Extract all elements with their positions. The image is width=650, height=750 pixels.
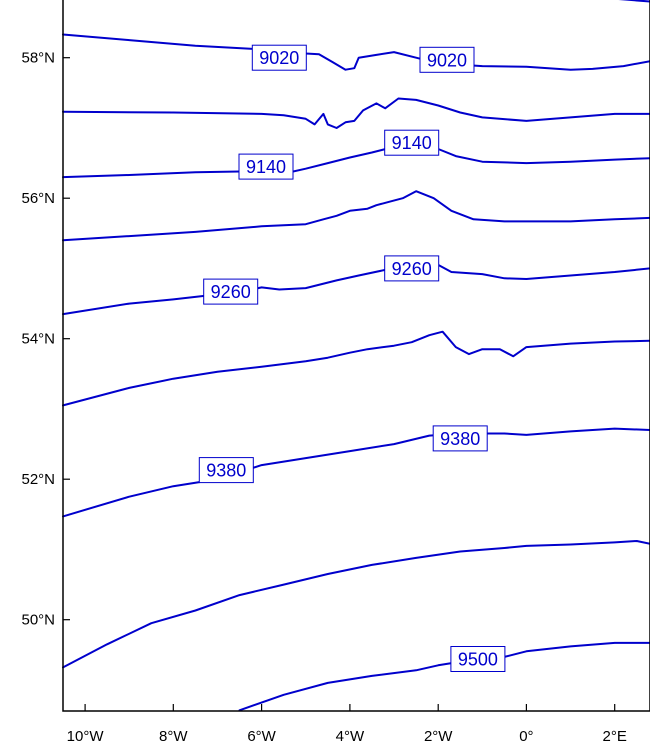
contour-label: 9260 — [384, 255, 440, 282]
contour-label: 9020 — [419, 46, 475, 73]
x-tick-label: 8°W — [159, 728, 188, 745]
x-tick-label: 2°E — [603, 728, 627, 745]
contour-label: 9260 — [203, 278, 259, 305]
plot-frame — [62, 0, 650, 712]
x-tick-label: 4°W — [336, 728, 365, 745]
contour-label: 9500 — [450, 646, 506, 672]
y-axis-ticks: 50°N 52°N 54°N 56°N 58°N — [21, 50, 70, 629]
contour-label-box — [251, 44, 307, 71]
contour-line-9140 — [62, 142, 650, 179]
contour-label-text: 9380 — [206, 461, 246, 481]
contour-label: 9380 — [198, 457, 254, 484]
contour-label: 9140 — [238, 153, 294, 180]
contour-line-9500 — [238, 641, 650, 712]
y-tick-label: 52°N — [21, 471, 55, 488]
contour-line-8960 — [618, 0, 650, 3]
contour-label-box — [203, 278, 259, 305]
contour-line-9440 — [62, 540, 650, 669]
contour-line-9080 — [62, 97, 650, 129]
y-tick-label: 50°N — [21, 612, 55, 629]
contour-label-box — [384, 129, 440, 156]
contour-label: 9020 — [251, 44, 307, 71]
contour-line-9020 — [62, 33, 650, 71]
contour-lines-group — [62, 0, 650, 712]
contour-label-text: 9500 — [458, 650, 498, 670]
contour-label-text: 9380 — [440, 429, 480, 449]
contour-line-9260 — [62, 261, 650, 316]
contour-label-box — [198, 457, 254, 484]
y-tick-label: 56°N — [21, 190, 55, 207]
contour-label-text: 9020 — [259, 48, 299, 68]
contour-label-box — [450, 646, 506, 672]
x-tick-label: 0° — [519, 728, 533, 745]
y-tick-label: 58°N — [21, 50, 55, 67]
contour-label: 9380 — [432, 425, 488, 452]
y-tick-label: 54°N — [21, 331, 55, 348]
x-tick-label: 10°W — [67, 728, 105, 745]
contour-label-text: 9140 — [246, 157, 286, 177]
contour-label-box — [432, 425, 488, 452]
contour-line-9380 — [62, 427, 650, 518]
contour-line-9320 — [62, 330, 650, 407]
contour-labels-group: 9020 9020 9140 9140 9260 9260 9380 9380 9500 — [198, 44, 506, 672]
contour-label-text: 9020 — [427, 50, 467, 70]
x-tick-label: 6°W — [247, 728, 276, 745]
contour-label-text: 9140 — [392, 133, 432, 153]
contour-label-box — [384, 255, 440, 282]
x-tick-label: 2°W — [424, 728, 453, 745]
contour-label-box — [419, 46, 475, 73]
contour-line-9200 — [62, 190, 650, 242]
x-axis-ticks: 10°W 8°W 6°W 4°W 2°W 0° 2°E — [67, 704, 627, 745]
contour-label-text: 9260 — [211, 282, 251, 302]
contour-label: 9140 — [384, 129, 440, 156]
contour-label-box — [238, 153, 294, 180]
contour-label-text: 9260 — [392, 259, 432, 279]
